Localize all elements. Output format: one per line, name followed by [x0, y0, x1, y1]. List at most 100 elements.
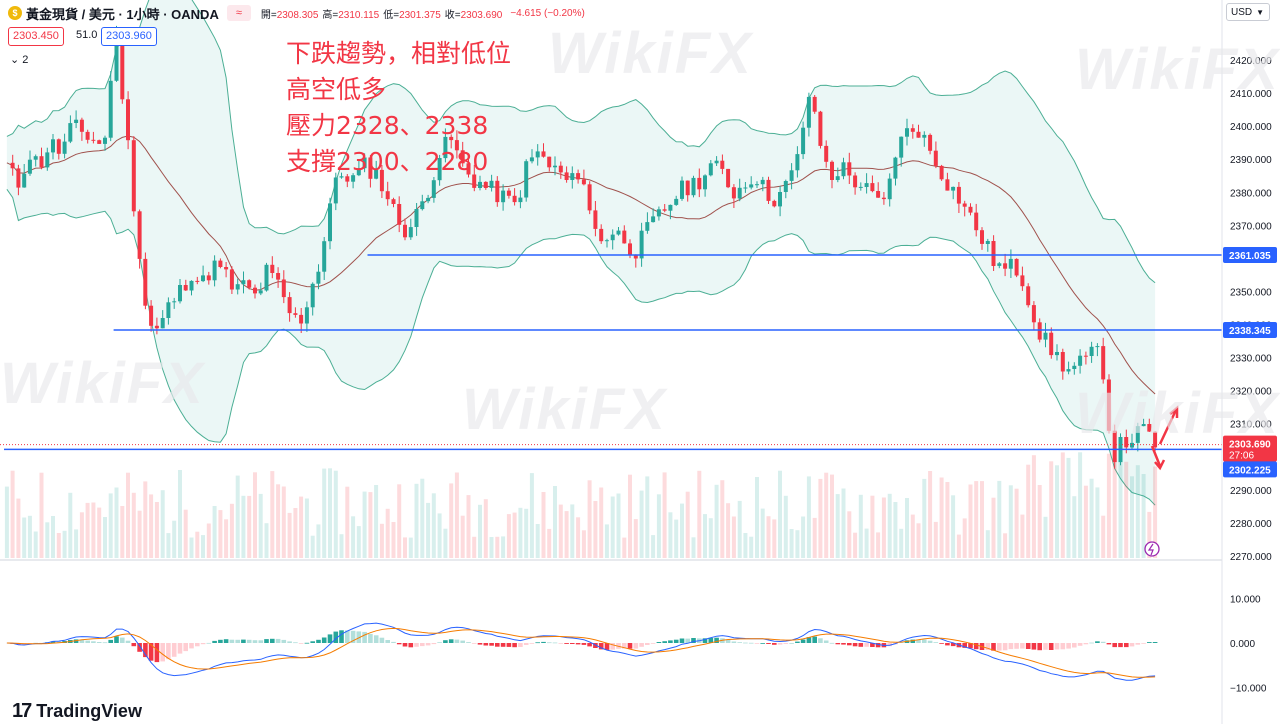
macd-histogram-bar: [604, 643, 610, 650]
candle-body: [368, 157, 373, 179]
volume-bar: [916, 523, 921, 558]
indicators-toggle[interactable]: ⌄ 2: [10, 54, 29, 66]
price-axis[interactable]: 2420.000 2410.000 2400.000 2390.000 2380.000…: [1223, 56, 1277, 695]
analysis-annotation[interactable]: 下跌趨勢，相對低位 高空低多 壓力2328、2338 支撐2300、2280: [286, 36, 511, 180]
volume-bar: [368, 492, 373, 558]
volume-bar: [726, 503, 731, 558]
candle-body: [74, 119, 79, 123]
candle-body: [149, 305, 154, 326]
candle-body: [264, 264, 269, 291]
horizontal-levels[interactable]: [0, 254, 1222, 451]
macd-histogram-bar: [114, 636, 119, 643]
chart-type-badge[interactable]: ≈: [226, 5, 251, 21]
macd-histogram-bar: [772, 643, 777, 645]
volume-bar: [743, 533, 748, 558]
chart-header: $ 黃金現貨 / 美元 · 1小時 · OANDA ≈ 開=2308.305 高…: [8, 3, 585, 23]
price-tick-label: 2410.000: [1230, 89, 1272, 100]
currency-selector[interactable]: ▼ USD: [1226, 3, 1270, 21]
candle-body: [68, 123, 73, 142]
volume-bar: [437, 513, 442, 558]
candle-body: [362, 157, 367, 169]
alert-icon[interactable]: [1144, 541, 1160, 557]
sell-price-button[interactable]: 2303.450: [8, 27, 64, 46]
macd-histogram-bar: [645, 643, 650, 645]
macd-histogram-bar: [593, 643, 598, 648]
macd-histogram-bar: [223, 639, 229, 643]
candle-body: [103, 137, 107, 144]
candle-body: [431, 180, 436, 198]
candle-body: [1124, 437, 1129, 448]
candle-body: [547, 156, 552, 168]
macd-histogram-bar: [183, 643, 188, 652]
candle-body: [27, 159, 32, 174]
macd-histogram-bar: [350, 630, 356, 643]
annotation-line: 高空低多: [286, 75, 387, 104]
macd-histogram-bar: [823, 640, 829, 643]
chevron-down-icon: ▼: [1256, 8, 1264, 17]
volume-bar: [818, 478, 823, 558]
macd-histogram-bar: [662, 641, 667, 643]
buy-price-button[interactable]: 2303.960: [101, 27, 157, 46]
candle-body: [622, 230, 627, 244]
candle-body: [922, 134, 927, 138]
macd-histogram-bar: [1118, 643, 1123, 648]
volume-bar: [801, 516, 806, 558]
volume-bar: [322, 468, 327, 558]
watermark: WikiFX: [548, 21, 753, 86]
candle-body: [79, 119, 84, 132]
candle-body: [97, 140, 102, 144]
volume-bar: [1055, 465, 1059, 558]
macd-histogram-bar: [321, 637, 327, 643]
candle-body: [928, 134, 933, 151]
volume-bar: [997, 480, 1002, 558]
volume-bar: [876, 532, 881, 558]
price-tick-label: 2390.000: [1230, 155, 1272, 166]
volume-bar: [143, 481, 148, 558]
volume-bar: [1106, 453, 1111, 558]
macd-histogram-bar: [945, 643, 950, 646]
candle-body: [881, 197, 886, 200]
macd-histogram-bar: [391, 641, 396, 643]
macd-histogram-bar: [841, 643, 846, 645]
symbol-title[interactable]: 黃金現貨 / 美元 · 1小時 · OANDA: [26, 6, 219, 22]
last-price-bg: [1223, 435, 1277, 462]
price-tick-label: 2290.000: [1230, 486, 1272, 497]
volume-bar: [189, 537, 194, 558]
macd-line: [6, 622, 1156, 681]
candle-body: [483, 181, 488, 188]
candle-body: [120, 32, 125, 100]
volume-bar: [587, 480, 592, 558]
volume-bar: [431, 493, 436, 558]
volume-bar: [651, 535, 656, 558]
macd-histogram-bar: [85, 640, 90, 643]
candle-body: [33, 156, 38, 160]
macd-histogram-bar: [1147, 642, 1152, 643]
volume-bar: [558, 504, 563, 558]
macd-histogram-bar: [512, 643, 517, 648]
macd-histogram-bar: [293, 642, 298, 644]
volume-bar: [293, 508, 298, 558]
candle-body: [980, 230, 984, 244]
volume-bar: [714, 484, 719, 558]
macd-histogram-bar: [812, 636, 817, 643]
macd-histogram-bar: [258, 640, 264, 643]
candle-body: [201, 275, 205, 282]
macd-histogram-bar: [477, 643, 483, 645]
down-arrow-head: [1154, 459, 1166, 471]
candle-body: [166, 302, 171, 318]
candle-body: [478, 181, 482, 188]
support-level-label-bg: [1223, 461, 1277, 478]
candle-body: [62, 141, 67, 154]
price-tick-label: 2380.000: [1230, 188, 1272, 199]
macd-histogram-bar: [177, 643, 183, 654]
volume-bar: [1003, 533, 1008, 558]
macd-histogram-bar: [627, 643, 633, 649]
tradingview-logo[interactable]: 17 TradingView: [12, 700, 142, 722]
candle-body: [304, 307, 309, 324]
macd-histogram-bar: [160, 643, 165, 662]
macd-histogram-bar: [91, 641, 96, 643]
candle-body: [189, 280, 194, 291]
volume-bar: [68, 492, 73, 558]
candle-body: [195, 280, 200, 282]
